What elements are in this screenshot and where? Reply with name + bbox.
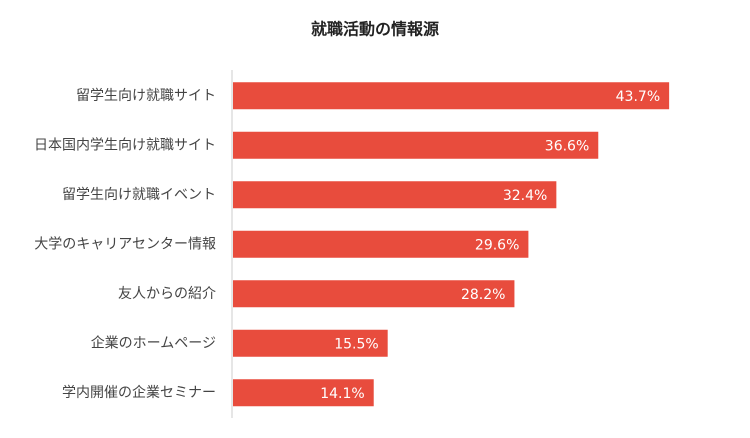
chart-title: 就職活動の情報源	[311, 20, 439, 39]
bar	[233, 131, 599, 159]
bar	[233, 280, 515, 308]
y-tick-label: 日本国内学生向け就職サイト	[34, 137, 216, 153]
y-tick-label: 留学生向け就職サイト	[76, 88, 216, 104]
data-label: 28.2%	[461, 287, 505, 303]
data-label: 36.6%	[545, 138, 589, 154]
bar	[233, 329, 388, 357]
y-tick-label: 友人からの紹介	[118, 286, 216, 302]
data-label: 43.7%	[616, 89, 660, 105]
data-label: 15.5%	[334, 336, 378, 352]
data-label: 14.1%	[320, 386, 364, 402]
bar	[233, 379, 374, 407]
y-tick-label: 大学のキャリアセンター情報	[34, 236, 216, 252]
y-tick-label: 留学生向け就職イベント	[62, 187, 216, 203]
data-label: 29.6%	[475, 237, 519, 253]
bar	[233, 181, 557, 209]
bar	[233, 82, 670, 110]
y-tick-label: 企業のホームページ	[91, 334, 216, 351]
data-label: 32.4%	[503, 188, 547, 204]
bar	[233, 230, 529, 258]
y-tick-label: 学内開催の企業セミナー	[62, 384, 216, 401]
